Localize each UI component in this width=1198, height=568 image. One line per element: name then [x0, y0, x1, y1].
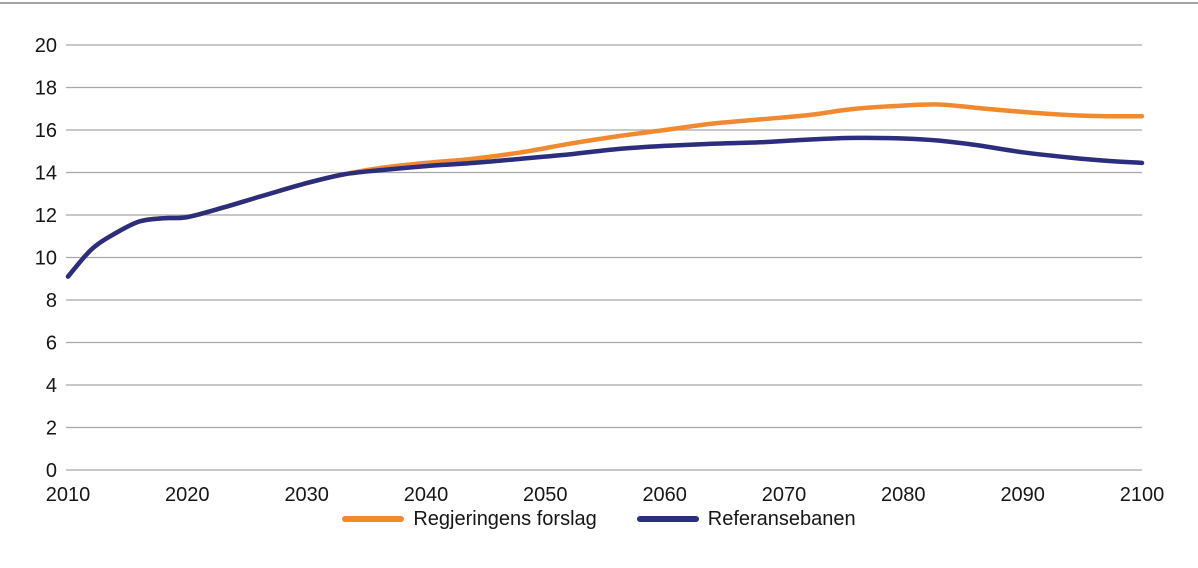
x-axis-labels: 2010 2020 2030 2040 2050 2060 2070 2080 2090 2100	[46, 484, 1165, 506]
gridlines	[66, 44, 1142, 471]
legend-item-regjeringens-forslag: Regjeringens forslag	[342, 508, 597, 530]
y-tick-label-0: 0	[46, 460, 57, 482]
y-tick-label-2: 2	[46, 418, 57, 440]
y-tick-label-20: 20	[35, 35, 57, 57]
x-tick-label-2020: 2020	[165, 484, 210, 506]
x-tick-label-2040: 2040	[404, 484, 449, 506]
y-tick-label-4: 4	[46, 375, 57, 397]
y-tick-label-10: 10	[35, 248, 57, 270]
x-tick-label-2030: 2030	[284, 484, 329, 506]
y-tick-label-16: 16	[35, 120, 57, 142]
x-tick-label-2060: 2060	[642, 484, 687, 506]
legend-item-referansebanen: Referansebanen	[636, 508, 856, 530]
x-tick-label-2080: 2080	[881, 484, 926, 506]
y-tick-label-12: 12	[35, 205, 57, 227]
y-tick-label-14: 14	[35, 163, 57, 185]
x-tick-label-2100: 2100	[1120, 484, 1165, 506]
y-axis-labels: 0 2 4 6 8 10 12 14 16 18 20	[35, 35, 57, 482]
figure-top-rule	[0, 2, 1198, 4]
series-line-referansebanen	[65, 135, 1145, 279]
chart-legend: Regjeringens forslag Referansebanen	[0, 508, 1198, 530]
x-tick-label-2070: 2070	[762, 484, 807, 506]
y-tick-label-6: 6	[46, 333, 57, 355]
y-tick-label-8: 8	[46, 290, 57, 312]
legend-swatch-regjeringens-forslag	[342, 516, 405, 522]
legend-swatch-referansebanen	[636, 516, 699, 522]
legend-label-referansebanen: Referansebanen	[707, 508, 856, 530]
x-tick-label-2010: 2010	[46, 484, 91, 506]
legend-label-regjeringens-forslag: Regjeringens forslag	[413, 508, 597, 530]
y-tick-label-18: 18	[35, 78, 57, 100]
x-tick-label-2050: 2050	[523, 484, 568, 506]
x-tick-label-2090: 2090	[1000, 484, 1045, 506]
